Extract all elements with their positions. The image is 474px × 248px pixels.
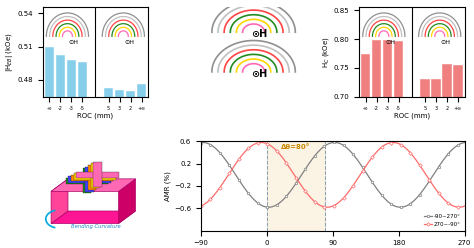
Bar [267, 141, 325, 231]
Polygon shape [91, 163, 99, 188]
Polygon shape [76, 172, 118, 178]
270~-90° [391, 141, 396, 144]
Y-axis label: |H$_{EB}$| (kOe): |H$_{EB}$| (kOe) [3, 32, 15, 72]
Line: -90~270°: -90~270° [200, 141, 466, 209]
Text: ⊙H: ⊙H [251, 29, 267, 39]
270~-90° [415, 161, 421, 164]
-90~270° [415, 195, 421, 198]
Bar [78, 62, 87, 248]
270~-90° [462, 205, 467, 208]
Polygon shape [71, 175, 113, 181]
Polygon shape [51, 179, 136, 191]
-90~270° [456, 143, 462, 146]
Y-axis label: H$_C$ (kOe): H$_C$ (kOe) [321, 36, 331, 68]
-90~270° [356, 160, 362, 163]
-90~270° [324, 143, 329, 146]
270~-90° [356, 176, 361, 179]
Bar [372, 40, 381, 248]
270~-90° [341, 196, 347, 199]
Bar [45, 47, 54, 248]
Bar [453, 65, 463, 248]
Bar [442, 64, 452, 248]
Polygon shape [93, 162, 102, 187]
Polygon shape [83, 168, 91, 193]
Bar [420, 79, 429, 248]
Legend: -90~270°, 270~-90°: -90~270°, 270~-90° [423, 213, 462, 228]
270~-90° [324, 206, 330, 209]
Line: 270~-90°: 270~-90° [200, 141, 466, 209]
Polygon shape [66, 178, 108, 184]
Polygon shape [85, 167, 94, 192]
Bar [66, 60, 76, 248]
270~-90° [323, 206, 329, 209]
Polygon shape [88, 165, 96, 190]
270~-90° [198, 205, 204, 208]
Polygon shape [118, 179, 136, 223]
Text: Bending Curvature: Bending Curvature [71, 224, 120, 229]
-90~270° [462, 141, 467, 144]
Bar [383, 40, 392, 248]
Bar [115, 90, 124, 248]
Y-axis label: AMR (%): AMR (%) [165, 171, 171, 201]
X-axis label: ROC (mm): ROC (mm) [394, 113, 430, 119]
-90~270° [265, 206, 271, 209]
Text: Δθ=80°: Δθ=80° [282, 144, 310, 150]
-90~270° [198, 141, 204, 144]
Polygon shape [69, 176, 111, 183]
Polygon shape [74, 173, 116, 180]
Bar [394, 41, 403, 248]
Text: ⊙H: ⊙H [251, 69, 267, 79]
Bar [361, 54, 370, 248]
Bar [55, 56, 65, 248]
Bar [431, 79, 441, 248]
Polygon shape [51, 211, 136, 223]
-90~270° [332, 141, 337, 144]
Bar [126, 91, 135, 248]
X-axis label: ROC (mm): ROC (mm) [77, 113, 113, 119]
-90~270° [342, 145, 347, 148]
270~-90° [325, 206, 331, 209]
-90~270° [325, 142, 331, 145]
270~-90° [456, 206, 462, 209]
Polygon shape [51, 179, 68, 223]
Bar [137, 85, 146, 248]
Bar [104, 88, 113, 248]
